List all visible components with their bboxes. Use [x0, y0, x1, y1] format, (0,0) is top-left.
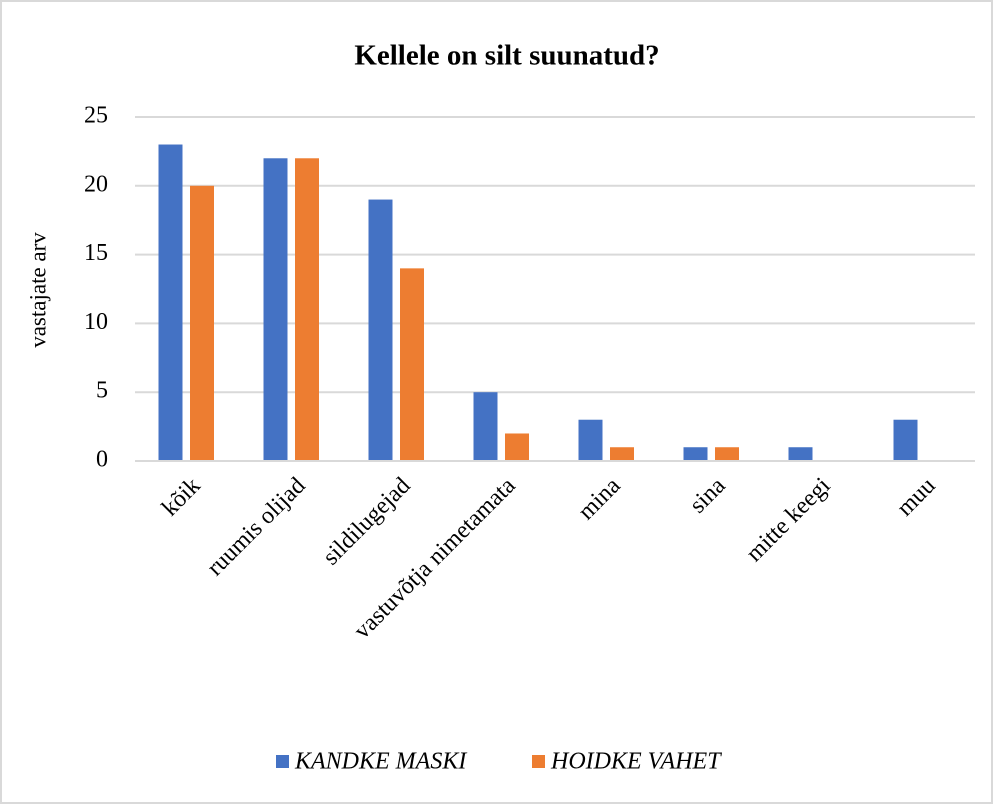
legend-swatch: [532, 755, 545, 768]
y-tick-label: 0: [96, 447, 108, 473]
bar: [473, 392, 498, 461]
legend-label: KANDKE MASKI: [294, 749, 467, 775]
y-tick-label: 25: [84, 103, 108, 129]
bar: [788, 447, 813, 461]
bar: [158, 144, 183, 461]
y-tick-label: 5: [96, 378, 108, 404]
chart-title: Kellele on silt suunatud?: [354, 40, 659, 72]
bar: [368, 199, 393, 461]
bar: [715, 447, 739, 461]
legend-label: HOIDKE VAHET: [550, 749, 722, 775]
y-tick-label: 15: [84, 240, 108, 266]
legend-swatch: [276, 755, 289, 768]
bar: [578, 419, 603, 461]
bar: [505, 433, 529, 461]
y-tick-label: 20: [84, 171, 108, 197]
y-tick-label: 10: [84, 309, 108, 335]
bar: [683, 447, 708, 461]
y-axis-label: vastajate arv: [25, 232, 50, 348]
bar: [190, 185, 214, 462]
bar: [263, 158, 288, 461]
bar: [610, 447, 634, 461]
bar: [400, 268, 424, 461]
bar: [893, 419, 918, 461]
bar: [295, 158, 319, 461]
